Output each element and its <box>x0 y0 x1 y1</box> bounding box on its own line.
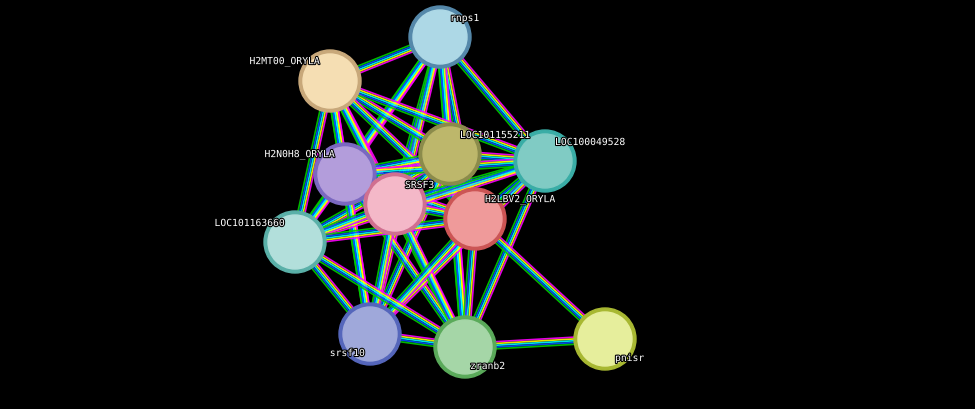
Circle shape <box>444 189 506 250</box>
Circle shape <box>434 316 496 378</box>
Circle shape <box>413 11 467 65</box>
Circle shape <box>264 211 326 273</box>
Circle shape <box>299 51 361 113</box>
Circle shape <box>514 131 576 193</box>
Circle shape <box>339 303 401 365</box>
Circle shape <box>578 312 632 366</box>
Text: zranb2: zranb2 <box>470 361 505 371</box>
Circle shape <box>303 55 357 109</box>
Circle shape <box>318 148 372 202</box>
Circle shape <box>268 216 322 270</box>
Text: LOC100049528: LOC100049528 <box>555 138 626 148</box>
Text: H2N0H8_ORYLA: H2N0H8_ORYLA <box>264 150 335 161</box>
Circle shape <box>409 7 471 69</box>
Circle shape <box>518 135 572 189</box>
Circle shape <box>368 178 422 231</box>
Text: srsf10: srsf10 <box>330 348 365 358</box>
Circle shape <box>574 308 636 370</box>
Text: H2MT00_ORYLA: H2MT00_ORYLA <box>250 57 320 68</box>
Text: SRSF3: SRSF3 <box>405 180 435 191</box>
Text: LOC101155211: LOC101155211 <box>460 131 530 141</box>
Circle shape <box>343 307 397 361</box>
Text: rnps1: rnps1 <box>450 14 480 24</box>
Circle shape <box>314 144 376 205</box>
Circle shape <box>419 124 481 186</box>
Circle shape <box>364 173 426 236</box>
Text: pnisr: pnisr <box>615 353 644 363</box>
Circle shape <box>448 193 502 246</box>
Circle shape <box>423 128 477 182</box>
Text: H2LBV2_ORYLA: H2LBV2_ORYLA <box>485 195 556 205</box>
Text: LOC101163660: LOC101163660 <box>214 218 285 229</box>
Circle shape <box>438 320 492 374</box>
